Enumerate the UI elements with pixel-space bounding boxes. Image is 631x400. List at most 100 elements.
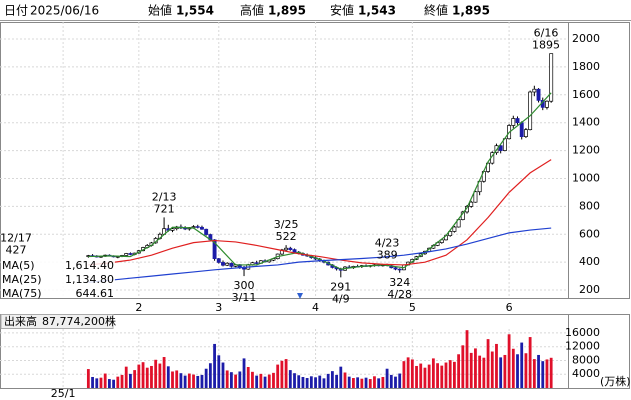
volume-bar (381, 376, 385, 388)
x-tick-label: 5 (409, 301, 416, 314)
volume-bar (154, 359, 158, 388)
volume-bar (288, 370, 292, 388)
annotation-date: 4/28 (387, 288, 412, 301)
volume-bar (474, 348, 477, 388)
volume-bar (457, 354, 461, 388)
volume-bar (124, 366, 128, 388)
volume-bar (120, 374, 124, 388)
volume-bar (141, 362, 145, 388)
candle-body (128, 253, 133, 255)
annotation-value: 427 (6, 243, 27, 256)
volume-bar (293, 373, 296, 388)
annotation-value: 721 (154, 202, 175, 215)
annotation-date: 4/9 (332, 292, 350, 305)
candle-body (195, 226, 200, 228)
volume-bar (347, 376, 351, 388)
y-tick-label: 800 (579, 199, 600, 212)
annotation-value: 291 (330, 280, 351, 293)
annotation-value: 324 (389, 276, 410, 289)
volume-bar (137, 364, 141, 388)
volume-bar (398, 373, 402, 388)
candle-body (229, 262, 234, 267)
volume-bar (267, 374, 271, 388)
volume-bar (192, 374, 195, 388)
candle-body (200, 226, 204, 230)
y-tick-label: 1200 (572, 144, 600, 157)
volume-bar (318, 375, 322, 388)
legend-box (1, 259, 115, 298)
price-summary: 始値 1,554 高値 1,895 安値 1,543 終値 1,895 (148, 3, 490, 18)
price-panel: 200 400 600 800 1000 1200 1400 1600 1800 2000 2 3 4 5… (0, 22, 600, 400)
volume-bar (524, 353, 528, 388)
date: 2025/06/16 (30, 4, 99, 18)
legend-name: MA(25) (2, 273, 42, 286)
volume-bar (410, 359, 414, 388)
volume-bar (158, 363, 162, 388)
volume-bar (423, 367, 427, 388)
volume-bar (394, 376, 397, 388)
volume-bar (196, 375, 200, 388)
volume-title: 出来高 (4, 314, 37, 328)
volume-bar (187, 373, 191, 388)
x-tick-label: 3 (215, 301, 222, 314)
summary-value: 1,895 (452, 4, 490, 18)
volume-bar (145, 367, 149, 388)
volume-bar (330, 371, 334, 388)
x-tick-label: 4 (312, 301, 319, 314)
volume-bar (225, 370, 229, 388)
volume-bar (86, 369, 90, 388)
volume-bar (385, 368, 389, 388)
candle-body (221, 262, 225, 266)
volume-bar (532, 359, 536, 388)
date-label: 日付 (4, 4, 28, 18)
legend-name: MA(75) (2, 287, 42, 300)
y-tick-label: 12000 (565, 340, 600, 353)
candle-body (212, 239, 217, 260)
volume-bar (99, 377, 103, 388)
volume-latest: 87,774,200株 (42, 314, 116, 328)
candle-body (124, 253, 129, 256)
candle-body (288, 247, 293, 250)
volume-bar (246, 367, 250, 388)
volume-bar (368, 379, 372, 388)
volume-bar (453, 361, 456, 388)
volume-unit: (万株) (600, 374, 631, 388)
volume-bar (272, 372, 275, 388)
volume-bar (436, 363, 439, 388)
volume-bar (91, 376, 94, 388)
volume-bar (520, 342, 524, 388)
candle-body (473, 191, 478, 203)
volume-bar (389, 374, 393, 388)
volume-bar (263, 376, 267, 388)
volume-bar (116, 376, 120, 388)
candle-body (532, 88, 537, 93)
summary-value: 1,543 (358, 4, 396, 18)
y-tick-label: 2000 (572, 32, 600, 45)
candle-body (204, 228, 209, 235)
y-tick-label: 16000 (565, 326, 600, 339)
candle-body (469, 201, 474, 207)
volume-bar (431, 358, 435, 388)
summary-value: 1,554 (176, 4, 214, 18)
volume-bar (427, 364, 431, 388)
volume-bar (129, 373, 132, 388)
volume-bar (516, 354, 519, 388)
y-tick-label: 600 (579, 227, 600, 240)
summary-value: 1,895 (268, 4, 306, 18)
volume-bar (478, 355, 482, 388)
volume-bar (343, 372, 347, 388)
annotation-date: 3/11 (232, 291, 257, 304)
volume-bar (112, 379, 115, 388)
marker-arrow (297, 293, 303, 299)
volume-bar (469, 352, 473, 388)
ma-line (88, 159, 552, 266)
legend-name: MA(5) (2, 259, 35, 272)
volume-bar (204, 368, 208, 388)
annotation-value: 1895 (532, 39, 560, 52)
volume-bar (352, 378, 355, 388)
volume-bar (276, 364, 280, 388)
volume-bar (364, 377, 368, 388)
volume-bar (208, 363, 212, 388)
candle-body (170, 228, 175, 231)
volume-bar (200, 374, 204, 388)
